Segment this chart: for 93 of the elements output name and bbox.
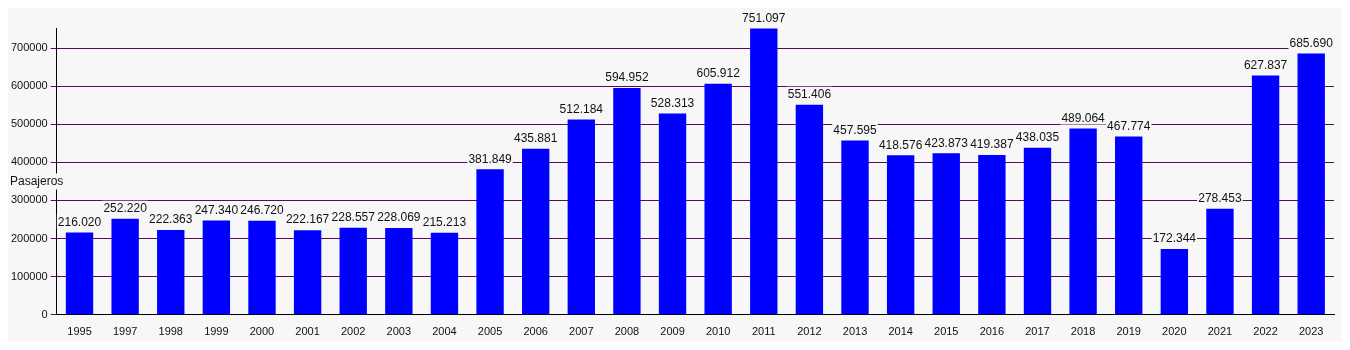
x-tick-label: 2021 <box>1207 325 1233 338</box>
data-label: 594.952 <box>605 70 649 85</box>
data-label: 228.557 <box>331 210 376 224</box>
x-tick-label: 2011 <box>751 325 776 338</box>
y-tick-label: 600000 <box>10 79 48 92</box>
x-tick-label: 2015 <box>934 325 959 338</box>
data-label: 512.184 <box>559 101 604 116</box>
bar <box>886 155 915 315</box>
data-label: 423.873 <box>924 135 969 150</box>
x-tick-label: 2010 <box>705 325 731 338</box>
bar <box>293 230 322 315</box>
bar <box>65 232 94 315</box>
y-tick-label: 0 <box>41 307 48 320</box>
bar <box>385 227 413 315</box>
data-label: 457.595 <box>833 122 878 137</box>
x-tick-label: 2019 <box>1116 325 1141 338</box>
x-tick-label: 2004 <box>432 325 457 338</box>
y-tick-label: 400000 <box>10 155 48 168</box>
data-label: 215.213 <box>422 215 467 230</box>
data-label: 172.344 <box>1152 231 1197 246</box>
bar <box>750 28 778 315</box>
bar <box>795 104 824 315</box>
bar <box>1206 208 1234 315</box>
data-label: 551.406 <box>787 86 832 101</box>
x-tick-label: 2006 <box>523 325 548 338</box>
data-label: 685.690 <box>1289 35 1334 50</box>
bar <box>567 119 595 315</box>
bar <box>1160 249 1189 315</box>
data-label: 418.576 <box>878 137 923 152</box>
bar <box>1069 128 1097 315</box>
x-tick-label: 1999 <box>204 325 229 338</box>
data-label: 222.363 <box>149 212 193 227</box>
bar <box>613 88 641 315</box>
y-tick-label: 700000 <box>10 41 48 54</box>
bar <box>841 140 869 315</box>
x-tick-label: 1998 <box>158 325 183 338</box>
y-tick-label: 200000 <box>10 231 48 244</box>
bar <box>202 220 231 315</box>
x-tick-label: 2017 <box>1025 325 1050 338</box>
y-axis-title: Pasajeros <box>10 173 64 188</box>
x-tick-label: 2022 <box>1253 325 1278 338</box>
bar <box>430 232 459 315</box>
bar <box>1023 147 1052 315</box>
data-label: 252.220 <box>103 200 148 215</box>
bar <box>339 227 367 315</box>
bar <box>658 113 687 315</box>
data-label: 435.881 <box>514 130 558 145</box>
x-tick-label: 1997 <box>112 325 138 338</box>
data-label: 605.912 <box>696 66 741 81</box>
x-tick-label: 2016 <box>979 325 1005 338</box>
data-label: 216.020 <box>57 214 102 229</box>
bar <box>978 154 1006 315</box>
data-label: 381.849 <box>468 151 513 166</box>
x-tick-label: 2020 <box>1162 325 1187 338</box>
y-tick-label: 500000 <box>10 117 48 130</box>
bar <box>476 169 504 315</box>
data-label: 247.340 <box>194 202 239 217</box>
y-tick-label: 100000 <box>10 269 48 282</box>
x-tick-label: 2007 <box>569 325 594 338</box>
bar <box>157 230 185 315</box>
x-tick-label: 2001 <box>295 325 320 338</box>
data-label: 246.720 <box>240 203 284 218</box>
x-tick-label: 2008 <box>614 325 640 338</box>
bar <box>111 218 139 315</box>
x-tick-label: 2003 <box>386 325 412 338</box>
data-label: 627.837 <box>1243 57 1288 72</box>
data-label: 278.453 <box>1198 190 1242 205</box>
x-tick-label: 2018 <box>1070 325 1096 338</box>
x-tick-label: 2013 <box>842 325 868 338</box>
x-tick-label: 1995 <box>67 325 92 338</box>
data-label: 489.064 <box>1061 110 1106 125</box>
bar <box>522 148 550 315</box>
data-label: 528.313 <box>650 95 695 110</box>
bar <box>1251 75 1280 315</box>
x-tick-label: 2014 <box>888 325 913 338</box>
x-tick-label: 2000 <box>249 325 275 338</box>
x-tick-label: 2002 <box>340 325 366 338</box>
data-label: 222.167 <box>285 212 330 227</box>
y-tick-label: 300000 <box>10 193 48 206</box>
bar <box>1297 53 1325 315</box>
x-tick-label: 2005 <box>477 325 503 338</box>
bar <box>704 83 732 315</box>
bar <box>248 220 276 315</box>
data-label: 438.035 <box>1015 130 1060 145</box>
bar <box>1115 136 1143 315</box>
data-label: 228.069 <box>377 210 421 225</box>
data-label: 419.387 <box>970 137 1014 152</box>
x-tick-label: 2012 <box>797 325 822 338</box>
x-tick-label: 2009 <box>660 325 685 338</box>
data-label: 467.774 <box>1107 118 1151 133</box>
x-tick-label: 2023 <box>1298 325 1324 338</box>
data-label: 751.097 <box>742 10 786 25</box>
bar <box>932 153 960 315</box>
